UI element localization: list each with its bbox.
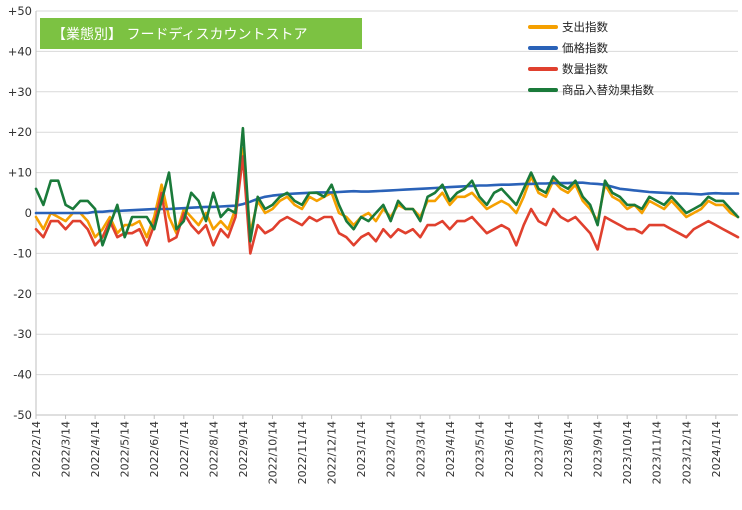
x-tick-label: 2022/4/14	[89, 421, 102, 477]
x-tick-label: 2023/4/14	[444, 421, 457, 477]
x-tick-label: 2023/7/14	[532, 421, 545, 477]
y-tick-label: +30	[8, 85, 32, 99]
legend-label: 支出指数	[562, 20, 608, 34]
chart-title: 【業態別】 フードディスカウントストア	[52, 26, 307, 43]
y-tick-label: -10	[13, 246, 32, 260]
y-tick-label: +50	[8, 4, 32, 18]
x-tick-label: 2022/6/14	[148, 421, 161, 477]
series-line	[34, 126, 740, 247]
x-tick-label: 2022/11/14	[296, 421, 309, 484]
y-tick-label: -30	[13, 327, 32, 341]
x-tick-label: 2023/11/14	[651, 421, 664, 484]
y-tick-label: +40	[8, 44, 32, 58]
y-tick-label: +10	[8, 166, 32, 180]
x-tick-label: 2023/6/14	[503, 421, 516, 477]
y-tick-label: -20	[13, 287, 32, 301]
x-tick-label: 2023/2/14	[385, 421, 398, 477]
x-tick-label: 2022/8/14	[207, 421, 220, 477]
y-tick-label: 0	[25, 206, 32, 220]
x-tick-label: 2023/5/14	[473, 421, 486, 477]
x-tick-label: 2022/7/14	[178, 421, 191, 477]
legend-label: 価格指数	[562, 41, 608, 55]
x-tick-label: 2023/8/14	[562, 421, 575, 477]
x-tick-label: 2022/10/14	[266, 421, 279, 484]
x-tick-label: 2022/5/14	[119, 421, 132, 477]
series-line	[34, 147, 740, 239]
legend-label: 数量指数	[562, 62, 608, 76]
x-tick-label: 2022/12/14	[326, 421, 339, 484]
x-tick-label: 2023/3/14	[414, 421, 427, 477]
x-tick-label: 2024/1/14	[710, 421, 723, 477]
x-tick-label: 2022/3/14	[60, 421, 73, 477]
x-tick-label: 2023/12/14	[680, 421, 693, 484]
x-tick-label: 2023/9/14	[592, 421, 605, 477]
series-lines	[34, 126, 740, 255]
series-line	[34, 181, 740, 215]
x-tick-label: 2023/1/14	[355, 421, 368, 477]
y-tick-label: -40	[13, 368, 32, 382]
x-tick-label: 2022/2/14	[30, 421, 43, 477]
x-tick-label: 2023/10/14	[621, 421, 634, 484]
legend-label: 商品入替効果指数	[562, 83, 654, 97]
x-tick-label: 2022/9/14	[237, 421, 250, 477]
y-tick-label: +20	[8, 125, 32, 139]
chart-title-background	[40, 18, 362, 49]
axes: +50 +40 +30 +20 +10 0 -10 -20 -30 -40 -502022/2/14…	[8, 4, 738, 484]
y-tick-label: -50	[13, 408, 32, 422]
chart-title-box: 【業態別】 フードディスカウントストア	[40, 18, 362, 49]
